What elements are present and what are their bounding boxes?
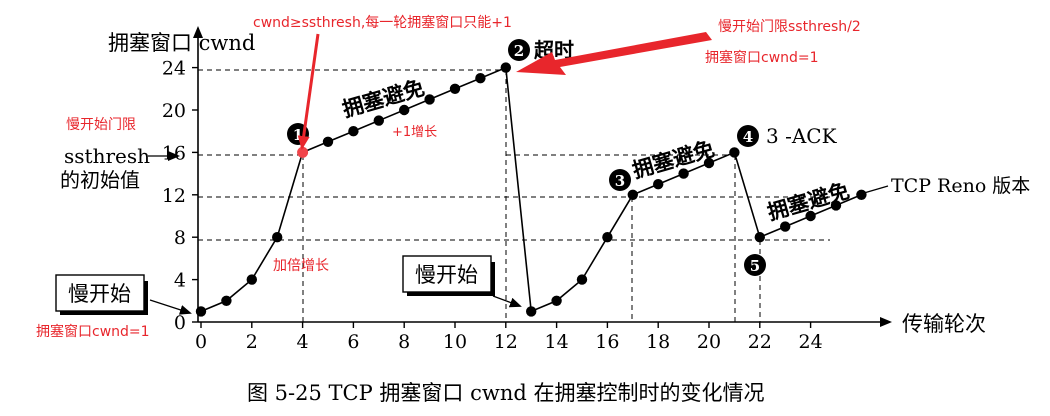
x-tick-label: 14 <box>545 331 569 353</box>
marker-3: 3 <box>609 169 631 191</box>
x-tick-label: 0 <box>195 331 207 353</box>
tcp-reno-pointer <box>863 185 889 194</box>
data-point <box>246 274 257 285</box>
svg-text:1: 1 <box>293 126 303 144</box>
x-ticks: 0 2 4 6 8 10 12 14 16 18 20 22 24 <box>195 322 823 353</box>
svg-text:3: 3 <box>615 172 625 190</box>
svg-text:2: 2 <box>514 42 524 60</box>
data-point <box>195 306 207 317</box>
marker-2: 2 <box>508 39 530 61</box>
note-top: cwnd≥ssthresh,每一轮拥塞窗口只能+1 <box>253 14 512 31</box>
data-point <box>399 104 410 116</box>
x-tick-label: 8 <box>398 331 410 353</box>
data-point <box>373 115 384 126</box>
data-point <box>475 73 486 84</box>
note-right-2: 拥塞窗口cwnd=1 <box>705 49 819 66</box>
x-tick-label: 24 <box>799 331 823 353</box>
data-point <box>653 179 664 190</box>
data-point <box>627 189 638 200</box>
data-point <box>576 274 588 285</box>
slow-start-label-1: 慢开始 <box>68 282 131 306</box>
data-point <box>729 147 740 158</box>
slow-start-box-1: 慢开始 <box>55 274 148 315</box>
data-point <box>221 295 232 306</box>
data-point <box>551 295 562 306</box>
slow-start-arrow-2 <box>492 295 522 308</box>
data-point <box>500 62 511 73</box>
x-tick-label: 18 <box>646 331 670 353</box>
data-point-ssthresh <box>297 146 309 158</box>
note-plus-one: +1增长 <box>392 125 437 140</box>
y-ticks: 0 4 8 12 16 20 24 <box>162 58 198 334</box>
x-tick-label: 16 <box>595 331 619 353</box>
data-point <box>830 200 842 211</box>
note-left: 慢开始门限 <box>66 116 136 133</box>
x-tick-label: 20 <box>697 331 721 353</box>
x-tick-label: 2 <box>246 331 258 353</box>
phase-label-congestion-avoid-1: 拥塞避免 <box>339 75 427 122</box>
data-point <box>703 157 715 169</box>
phase-label-congestion-avoid-2: 拥塞避免 <box>629 136 717 183</box>
slow-start-label-2: 慢开始 <box>415 263 478 287</box>
ssthresh-label: ssthresh <box>64 144 150 168</box>
slow-start-box-2: 慢开始 <box>402 255 495 296</box>
svg-text:4: 4 <box>743 128 753 146</box>
y-tick-label: 24 <box>162 58 186 80</box>
figure-caption: 图 5-25 TCP 拥塞窗口 cwnd 在拥塞控制时的变化情况 <box>247 381 764 405</box>
data-point <box>322 136 334 147</box>
data-point <box>449 83 461 95</box>
x-tick-label: 6 <box>347 331 359 353</box>
y-axis-label: 拥塞窗口 cwnd <box>108 31 255 55</box>
x-tick-label: 4 <box>297 331 309 353</box>
y-tick-label: 8 <box>174 227 186 249</box>
marker-4: 4 <box>737 125 759 147</box>
data-point <box>526 306 537 317</box>
note-right-1: 慢开始门限ssthresh/2 <box>718 18 861 35</box>
y-tick-label: 12 <box>162 185 186 207</box>
data-point <box>805 210 816 222</box>
data-point <box>602 232 613 243</box>
data-point <box>780 221 791 232</box>
data-point <box>678 168 689 179</box>
y-tick-label: 20 <box>162 100 186 122</box>
y-tick-label: 16 <box>162 142 186 164</box>
data-point <box>348 126 359 137</box>
red-arrow-right <box>516 32 712 75</box>
red-arrow-top <box>297 33 320 150</box>
marker-5: 5 <box>744 254 766 276</box>
x-tick-label: 10 <box>443 331 467 353</box>
x-tick-label: 12 <box>494 331 518 353</box>
y-tick-label: 4 <box>174 270 186 292</box>
x-axis-label: 传输轮次 <box>902 312 986 336</box>
cwnd-series <box>195 62 867 317</box>
slow-start-arrow-1 <box>149 299 192 315</box>
cwnd-line <box>200 66 862 313</box>
note-doubling: 加倍增长 <box>273 258 329 274</box>
data-point <box>856 189 867 200</box>
y-tick-label: 0 <box>174 312 186 334</box>
note-bottom-left: 拥塞窗口cwnd=1 <box>36 323 150 340</box>
data-point <box>424 94 435 105</box>
ssthresh-initial-label: 的初始值 <box>60 168 140 192</box>
tcp-reno-label: TCP Reno 版本 <box>891 175 1030 197</box>
three-ack-label: 3 -ACK <box>766 124 838 148</box>
data-point <box>272 232 283 243</box>
data-point <box>754 232 765 243</box>
dashed-guides <box>198 69 830 322</box>
x-tick-label: 22 <box>748 331 772 353</box>
svg-text:5: 5 <box>750 257 760 275</box>
